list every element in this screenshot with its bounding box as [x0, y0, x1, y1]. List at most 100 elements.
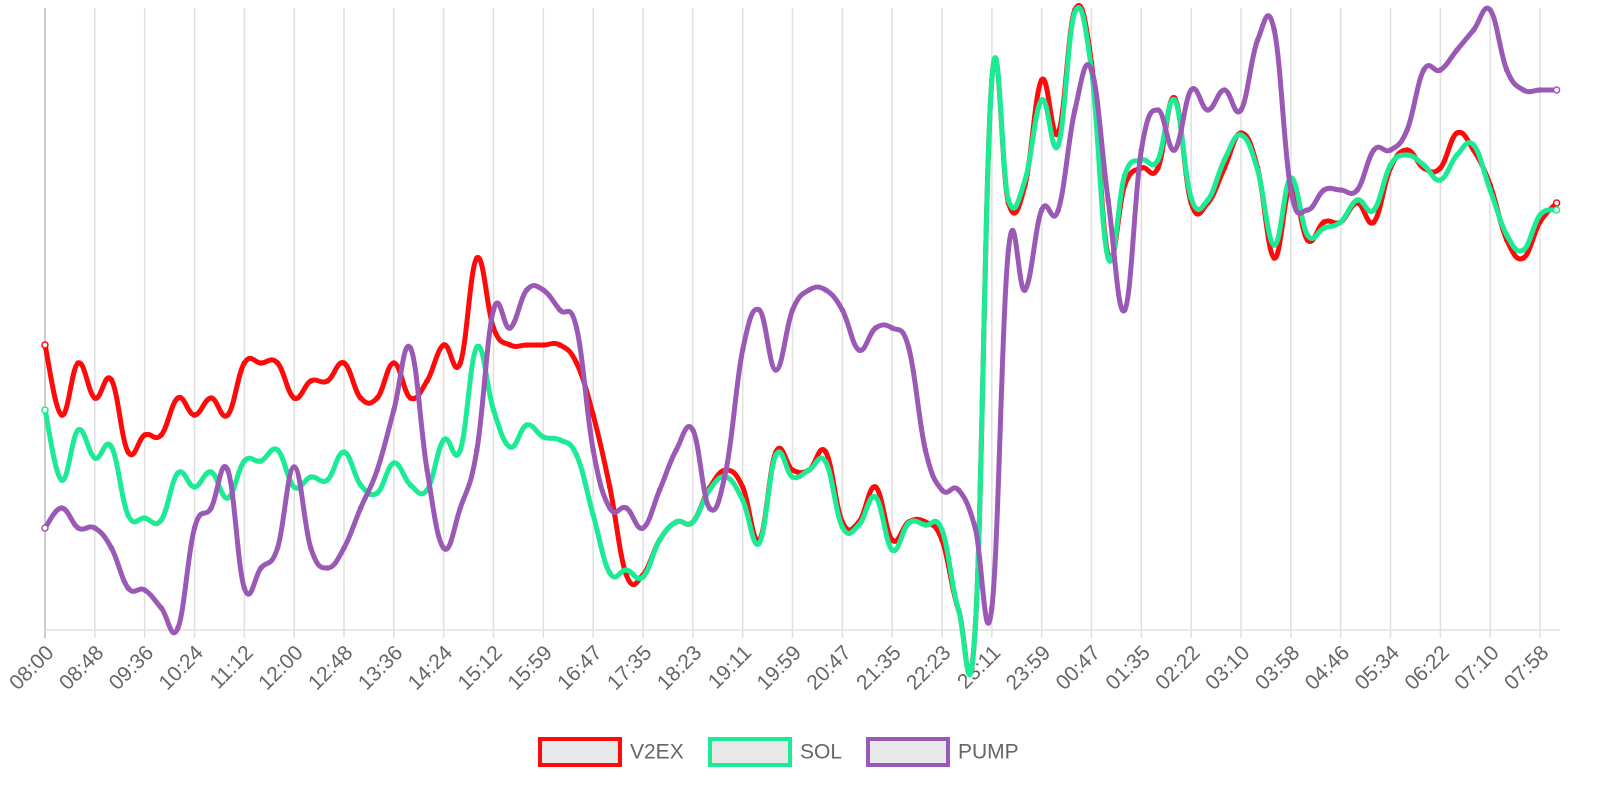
point [407, 482, 414, 488]
point [191, 484, 198, 490]
point [1487, 187, 1493, 193]
point [1038, 77, 1045, 83]
legend-label: V2EX [630, 741, 684, 764]
x-tick-label: 09:36 [105, 641, 158, 694]
line [42, 5, 1557, 636]
point [357, 505, 364, 511]
point [989, 605, 995, 611]
point [839, 307, 846, 313]
point [989, 77, 995, 83]
point [1454, 47, 1460, 53]
point [955, 607, 962, 613]
point [457, 447, 464, 453]
point [457, 505, 464, 511]
point [158, 605, 165, 611]
x-tick-label: 07:58 [1500, 641, 1553, 694]
point [739, 497, 746, 503]
point [175, 395, 181, 401]
x-tick-label: 02:22 [1151, 641, 1204, 694]
x-tick-label: 21:35 [852, 641, 905, 694]
point [856, 522, 862, 528]
point [1138, 147, 1145, 153]
point [756, 540, 763, 546]
point [341, 360, 347, 366]
point [922, 522, 929, 528]
point [540, 434, 547, 440]
point [1387, 162, 1394, 168]
point [391, 460, 397, 466]
point [906, 345, 912, 351]
point [739, 484, 746, 490]
point [440, 545, 447, 551]
point [1205, 197, 1211, 203]
point [607, 570, 613, 576]
point [324, 477, 331, 483]
point [1520, 87, 1527, 93]
point [523, 422, 530, 428]
point [341, 449, 347, 455]
x-tick-label: 17:35 [603, 641, 656, 694]
point [540, 342, 547, 348]
point [208, 395, 214, 401]
point [474, 255, 480, 261]
point [175, 625, 181, 631]
point [590, 447, 596, 453]
point [723, 467, 729, 473]
point [191, 412, 198, 418]
point [75, 525, 81, 531]
point [1221, 157, 1228, 163]
x-tick-label: 04:46 [1301, 641, 1354, 694]
point [822, 287, 829, 293]
point [1022, 287, 1028, 293]
x-tick-label: 12:00 [254, 641, 307, 694]
point [191, 525, 198, 531]
point [557, 437, 563, 443]
point [1504, 232, 1510, 238]
point [1072, 9, 1078, 15]
point [175, 470, 181, 476]
x-tick-label: 01:35 [1101, 641, 1154, 694]
point [1437, 165, 1444, 171]
point [125, 512, 131, 518]
point [424, 467, 430, 473]
point [1552, 86, 1561, 94]
x-tick-label: 08:00 [5, 641, 58, 694]
point [839, 524, 846, 530]
point [75, 427, 81, 433]
point [872, 494, 879, 500]
point [1171, 147, 1178, 153]
point [224, 412, 231, 418]
point [92, 455, 98, 461]
point [972, 525, 978, 531]
point [1304, 207, 1311, 213]
point [1088, 67, 1095, 73]
point [1437, 67, 1444, 73]
point [241, 585, 248, 591]
point [1470, 142, 1477, 148]
point [1005, 247, 1012, 253]
point [125, 449, 131, 455]
point [889, 537, 895, 543]
point [1404, 127, 1410, 133]
point [806, 467, 812, 473]
point [1271, 255, 1277, 261]
point [1221, 87, 1228, 93]
x-tick-label: 08:48 [55, 641, 108, 694]
point [889, 547, 895, 553]
point [357, 482, 364, 488]
point [1271, 27, 1277, 33]
point [1437, 177, 1444, 183]
point [1371, 147, 1377, 153]
point [41, 524, 49, 532]
x-tick-label: 12:48 [304, 641, 357, 694]
point [1454, 152, 1460, 158]
x-tick-label: 11:12 [205, 641, 257, 693]
point [1454, 130, 1460, 136]
point [1552, 199, 1561, 207]
point [224, 467, 231, 473]
legend-item: SOL [708, 737, 842, 767]
point [872, 325, 879, 331]
legend-swatch [538, 737, 622, 767]
x-tick-label: 13:36 [354, 641, 407, 694]
